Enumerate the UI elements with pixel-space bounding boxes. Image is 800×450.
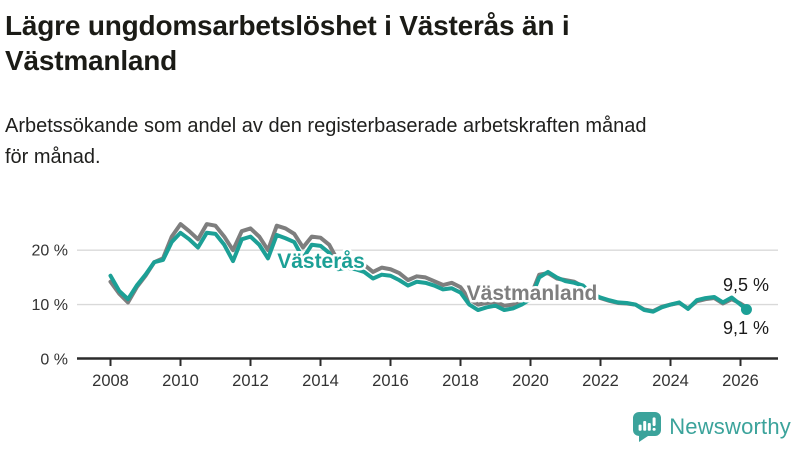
x-tick-label: 2010 <box>162 372 199 390</box>
chart-subtitle-line1: Arbetssökande som andel av den registerb… <box>5 115 647 137</box>
x-tick-label: 2012 <box>232 372 269 390</box>
x-tick-label: 2024 <box>652 372 689 390</box>
end-value-label-västmanland: 9,5 % <box>723 275 769 295</box>
chart-title-line1: Lägre ungdomsarbetslöshet i Västerås än … <box>5 10 570 41</box>
newsworthy-logo[interactable]: Newsworthy <box>633 412 791 442</box>
end-value-label-västerås: 9,1 % <box>723 318 769 338</box>
x-tick-label: 2018 <box>442 372 479 390</box>
series-label-västmanland: Västmanland <box>467 282 598 305</box>
x-tick-label: 2026 <box>722 372 759 390</box>
chart-title-line2: Västmanland <box>5 45 178 76</box>
x-tick-label: 2020 <box>512 372 549 390</box>
x-tick-label: 2022 <box>582 372 619 390</box>
x-tick-label: 2014 <box>302 372 339 390</box>
series-line-västerås <box>108 230 749 314</box>
y-tick-label: 10 % <box>32 297 68 314</box>
newsworthy-logo-text: Newsworthy <box>669 414 791 439</box>
series-end-dot-västerås <box>740 303 752 315</box>
chart-subtitle: Arbetssökande som andel av den registerb… <box>5 111 795 173</box>
x-tick-label: 2008 <box>92 372 129 390</box>
chart-subtitle-line2: för månad. <box>5 146 101 168</box>
y-tick-label: 20 % <box>32 243 68 260</box>
series-label-västerås: Västerås <box>277 250 365 273</box>
y-tick-label: 0 % <box>40 352 68 369</box>
chart-title: Lägre ungdomsarbetslöshet i Västerås än … <box>5 8 765 78</box>
x-tick-label: 2016 <box>372 372 409 390</box>
bar-chart-speech-bubble-icon <box>633 412 662 442</box>
